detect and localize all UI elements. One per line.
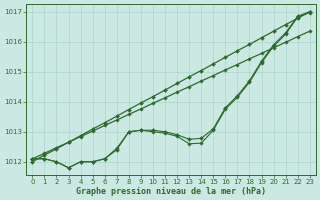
X-axis label: Graphe pression niveau de la mer (hPa): Graphe pression niveau de la mer (hPa): [76, 187, 266, 196]
